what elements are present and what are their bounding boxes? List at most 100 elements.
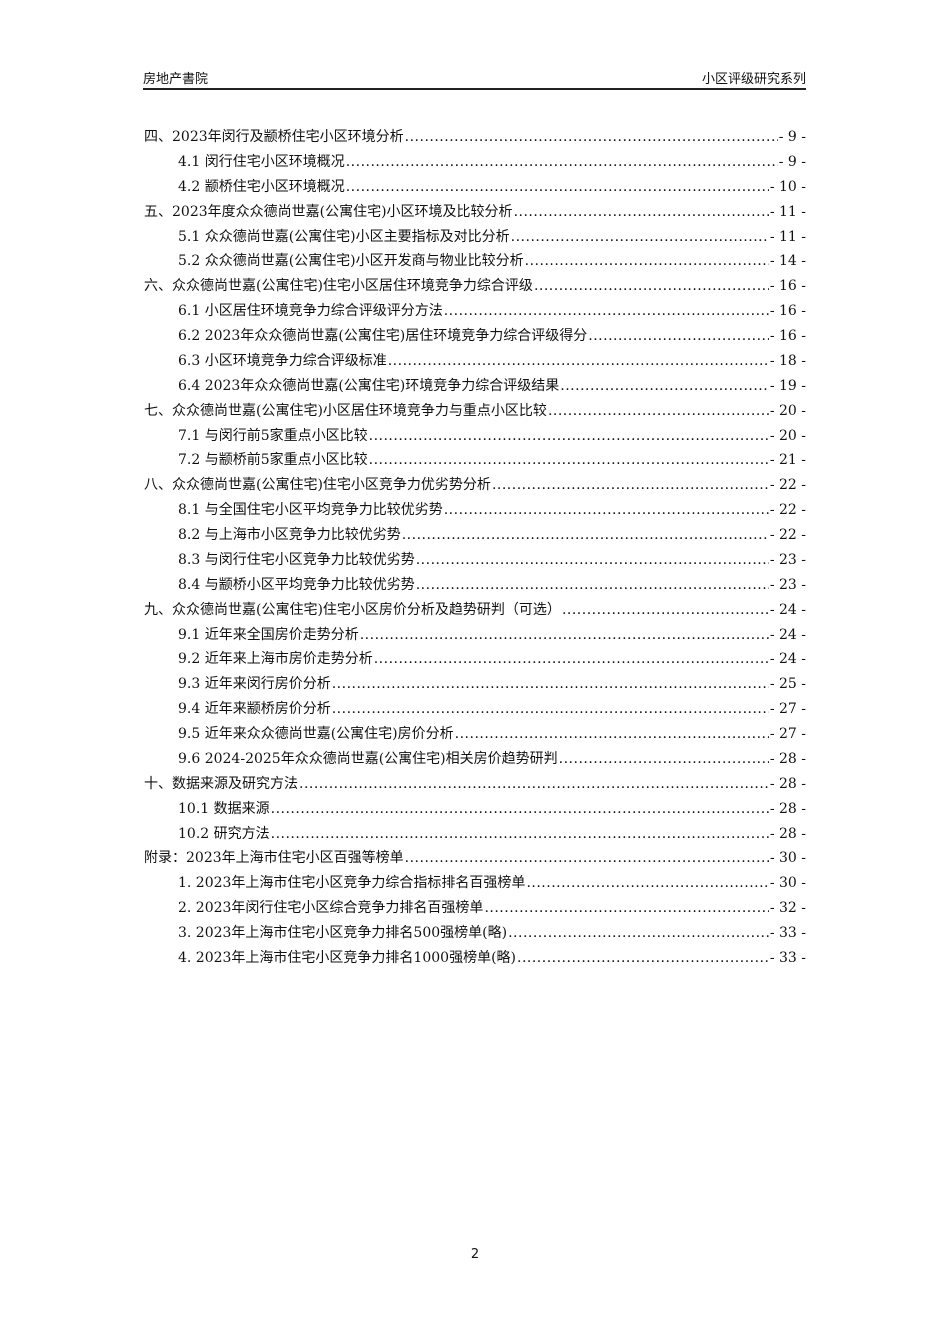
toc-leader-dots: [299, 773, 769, 795]
toc-entry-page: - 24 -: [769, 626, 806, 643]
toc-entry[interactable]: 9.3 近年来闵行房价分析 - 25 -: [144, 673, 806, 698]
toc-entry[interactable]: 八、众众德尚世嘉(公寓住宅)住宅小区竞争力优劣势分析 - 22 -: [144, 474, 806, 499]
toc-entry-page: - 20 -: [769, 402, 806, 419]
toc-entry-title: 5.2 众众德尚世嘉(公寓住宅)小区开发商与物业比较分析: [178, 253, 524, 270]
header-series: 小区评级研究系列: [701, 72, 806, 87]
toc-entry[interactable]: 9.4 近年来颛桥房价分析 - 27 -: [144, 698, 806, 723]
toc-entry-title: 九、众众德尚世嘉(公寓住宅)住宅小区房价分析及趋势研判（可选）: [144, 601, 561, 618]
toc-leader-dots: [559, 748, 769, 770]
toc-entry[interactable]: 8.3 与闵行住宅小区竞争力比较优劣势 - 23 -: [144, 549, 806, 574]
toc-entry[interactable]: 2. 2023年闵行住宅小区综合竞争力排名百强榜单 - 32 -: [144, 897, 806, 922]
toc-entry-page: - 20 -: [769, 427, 806, 444]
toc-entry-title: 9.2 近年来上海市房价走势分析: [178, 651, 373, 668]
toc-entry-page: - 33 -: [769, 949, 806, 966]
toc-entry-title: 八、众众德尚世嘉(公寓住宅)住宅小区竞争力优劣势分析: [144, 477, 491, 494]
toc-leader-dots: [360, 624, 769, 646]
toc-entry[interactable]: 8.1 与全国住宅小区平均竞争力比较优劣势 - 22 -: [144, 499, 806, 524]
toc-entry-title: 9.1 近年来全国房价走势分析: [178, 626, 359, 643]
toc-entry-page: - 32 -: [769, 900, 806, 917]
toc-entry-page: - 25 -: [769, 676, 806, 693]
toc-entry-page: - 24 -: [769, 651, 806, 668]
toc-entry-page: - 11 -: [769, 228, 806, 245]
toc-entry[interactable]: 8.2 与上海市小区竞争力比较优劣势 - 22 -: [144, 524, 806, 549]
toc-entry[interactable]: 附录：2023年上海市住宅小区百强等榜单 - 30 -: [144, 847, 806, 872]
toc-entry-title: 9.6 2024-2025年众众德尚世嘉(公寓住宅)相关房价趋势研判: [178, 750, 558, 767]
toc-entry[interactable]: 十、数据来源及研究方法 - 28 -: [144, 773, 806, 798]
toc-entry-page: - 30 -: [769, 875, 806, 892]
toc-entry-title: 1. 2023年上海市住宅小区竞争力综合指标排名百强榜单: [178, 875, 526, 892]
toc-entry-title: 9.4 近年来颛桥房价分析: [178, 701, 331, 718]
table-of-contents: 四、2023年闵行及颛桥住宅小区环境分析 - 9 - 4.1 闵行住宅小区环境概况 -…: [144, 126, 806, 972]
toc-entry[interactable]: 4.1 闵行住宅小区环境概况 - 9 -: [144, 151, 806, 176]
toc-entry-title: 4. 2023年上海市住宅小区竞争力排名1000强榜单(略): [178, 949, 516, 966]
toc-entry[interactable]: 五、2023年度众众德尚世嘉(公寓住宅)小区环境及比较分析 - 11 -: [144, 201, 806, 226]
toc-entry-title: 8.3 与闵行住宅小区竞争力比较优劣势: [178, 551, 415, 568]
toc-entry[interactable]: 4.2 颛桥住宅小区环境概况 - 10 -: [144, 176, 806, 201]
toc-entry[interactable]: 六、众众德尚世嘉(公寓住宅)住宅小区居住环境竞争力综合评级 - 16 -: [144, 275, 806, 300]
toc-entry[interactable]: 9.2 近年来上海市房价走势分析 - 24 -: [144, 648, 806, 673]
toc-entry[interactable]: 10.1 数据来源 - 28 -: [144, 798, 806, 823]
toc-entry[interactable]: 6.3 小区环境竞争力综合评级标准 - 18 -: [144, 350, 806, 375]
toc-entry[interactable]: 4. 2023年上海市住宅小区竞争力排名1000强榜单(略) - 33 -: [144, 947, 806, 972]
toc-entry-page: - 33 -: [769, 925, 806, 941]
toc-entry-title: 9.3 近年来闵行房价分析: [178, 676, 331, 693]
toc-entry[interactable]: 5.2 众众德尚世嘉(公寓住宅)小区开发商与物业比较分析 - 14 -: [144, 250, 806, 275]
toc-entry-title: 四、2023年闵行及颛桥住宅小区环境分析: [144, 129, 404, 145]
toc-leader-dots: [388, 350, 769, 372]
toc-entry-title: 6.3 小区环境竞争力综合评级标准: [178, 352, 387, 369]
toc-entry-title: 6.2 2023年众众德尚世嘉(公寓住宅)居住环境竞争力综合评级得分: [178, 328, 588, 344]
toc-entry[interactable]: 8.4 与颛桥小区平均竞争力比较优劣势 - 23 -: [144, 574, 806, 599]
toc-entry-page: - 18 -: [769, 352, 806, 369]
toc-leader-dots: [492, 474, 769, 496]
toc-entry[interactable]: 四、2023年闵行及颛桥住宅小区环境分析 - 9 -: [144, 126, 806, 151]
toc-entry-title: 8.2 与上海市小区竞争力比较优劣势: [178, 527, 401, 543]
toc-entry-page: - 19 -: [769, 377, 806, 394]
toc-leader-dots: [560, 375, 769, 397]
toc-entry[interactable]: 3. 2023年上海市住宅小区竞争力排名500强榜单(略) - 33 -: [144, 922, 806, 947]
toc-entry[interactable]: 九、众众德尚世嘉(公寓住宅)住宅小区房价分析及趋势研判（可选） - 24 -: [144, 599, 806, 624]
toc-entry-title: 4.1 闵行住宅小区环境概况: [178, 153, 345, 170]
toc-leader-dots: [369, 449, 769, 471]
toc-entry[interactable]: 10.2 研究方法 - 28 -: [144, 823, 806, 848]
toc-entry-title: 6.1 小区居住环境竞争力综合评级评分方法: [178, 303, 443, 320]
toc-entry[interactable]: 6.1 小区居住环境竞争力综合评级评分方法 - 16 -: [144, 300, 806, 325]
toc-entry[interactable]: 9.6 2024-2025年众众德尚世嘉(公寓住宅)相关房价趋势研判 - 28 -: [144, 748, 806, 773]
toc-entry-page: - 27 -: [769, 701, 806, 718]
toc-entry[interactable]: 七、众众德尚世嘉(公寓住宅)小区居住环境竞争力与重点小区比较 - 20 -: [144, 400, 806, 425]
toc-entry-page: - 22 -: [769, 502, 806, 519]
toc-entry[interactable]: 6.4 2023年众众德尚世嘉(公寓住宅)环境竞争力综合评级结果 - 19 -: [144, 375, 806, 400]
toc-leader-dots: [534, 275, 769, 297]
toc-entry-page: - 11 -: [769, 203, 806, 220]
toc-entry-title: 7.1 与闵行前5家重点小区比较: [178, 427, 368, 444]
toc-entry-page: - 16 -: [769, 303, 806, 320]
toc-entry-title: 6.4 2023年众众德尚世嘉(公寓住宅)环境竞争力综合评级结果: [178, 377, 560, 394]
toc-entry-page: - 28 -: [769, 750, 806, 767]
toc-entry[interactable]: 1. 2023年上海市住宅小区竞争力综合指标排名百强榜单 - 30 -: [144, 872, 806, 897]
toc-entry-page: - 10 -: [769, 178, 806, 195]
toc-leader-dots: [416, 574, 769, 596]
toc-entry[interactable]: 9.5 近年来众众德尚世嘉(公寓住宅)房价分析 - 27 -: [144, 723, 806, 748]
toc-entry-title: 3. 2023年上海市住宅小区竞争力排名500强榜单(略): [178, 925, 508, 941]
toc-entry-page: - 28 -: [769, 825, 806, 842]
toc-entry[interactable]: 9.1 近年来全国房价走势分析 - 24 -: [144, 624, 806, 649]
header-publisher: 房地产書院: [143, 72, 209, 87]
toc-leader-dots: [346, 176, 769, 198]
toc-entry-page: - 30 -: [769, 850, 806, 867]
toc-entry[interactable]: 5.1 众众德尚世嘉(公寓住宅)小区主要指标及对比分析 - 11 -: [144, 226, 806, 251]
toc-entry-title: 8.4 与颛桥小区平均竞争力比较优劣势: [178, 576, 415, 593]
toc-entry[interactable]: 7.1 与闵行前5家重点小区比较 - 20 -: [144, 425, 806, 450]
toc-entry-title: 10.2 研究方法: [178, 825, 270, 842]
toc-entry[interactable]: 7.2 与颛桥前5家重点小区比较 - 21 -: [144, 449, 806, 474]
toc-leader-dots: [526, 872, 768, 894]
toc-leader-dots: [484, 897, 768, 919]
toc-entry-title: 4.2 颛桥住宅小区环境概况: [178, 178, 345, 195]
toc-entry-page: - 28 -: [769, 800, 806, 817]
toc-entry-page: - 9 -: [778, 153, 806, 170]
toc-entry[interactable]: 6.2 2023年众众德尚世嘉(公寓住宅)居住环境竞争力综合评级得分 - 16 -: [144, 325, 806, 350]
toc-entry-page: - 23 -: [769, 576, 806, 593]
toc-entry-page: - 9 -: [778, 129, 806, 145]
toc-entry-title: 2. 2023年闵行住宅小区综合竞争力排名百强榜单: [178, 900, 484, 917]
page-header: 房地产書院 小区评级研究系列: [143, 66, 806, 90]
toc-entry-title: 8.1 与全国住宅小区平均竞争力比较优劣势: [178, 502, 443, 519]
toc-leader-dots: [588, 325, 769, 347]
